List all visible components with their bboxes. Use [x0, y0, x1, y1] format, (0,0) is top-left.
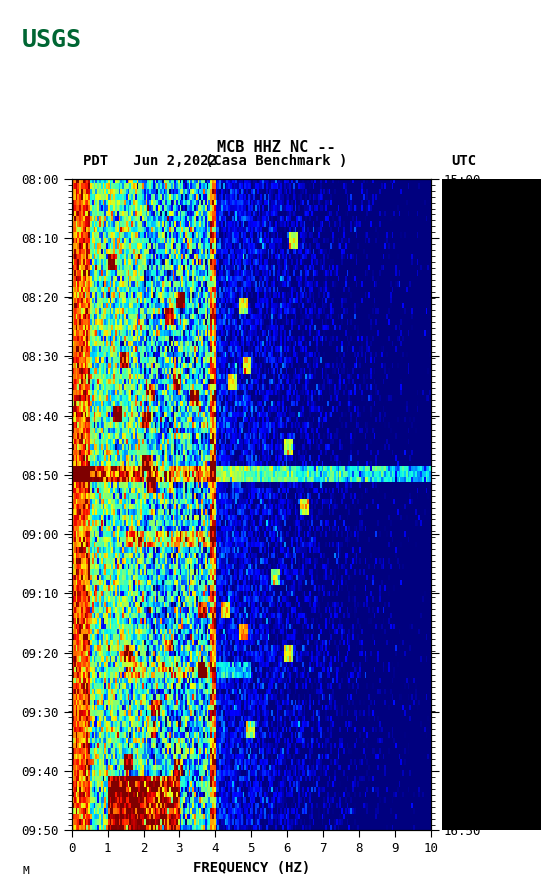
- Text: MCB HHZ NC --: MCB HHZ NC --: [217, 140, 335, 154]
- Text: PDT   Jun 2,2022: PDT Jun 2,2022: [83, 154, 217, 168]
- Text: M: M: [22, 865, 29, 876]
- Text: UTC: UTC: [451, 154, 476, 168]
- Text: USGS: USGS: [22, 29, 82, 52]
- Text: (Casa Benchmark ): (Casa Benchmark ): [205, 154, 347, 168]
- X-axis label: FREQUENCY (HZ): FREQUENCY (HZ): [193, 861, 310, 875]
